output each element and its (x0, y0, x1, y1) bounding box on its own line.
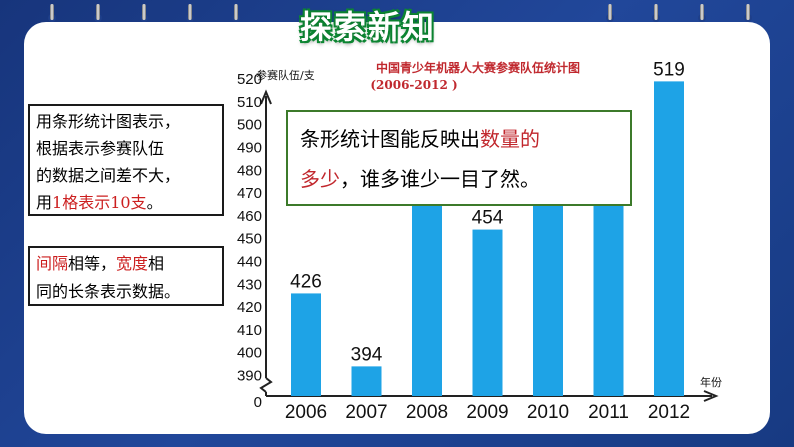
chart-title: 中国青少年机器人大赛参赛队伍统计图 (376, 60, 580, 75)
y-tick-label: 490 (237, 140, 262, 157)
note-line: 根据表示参赛队伍 (36, 139, 165, 158)
content-card (24, 22, 770, 434)
note-text: 用 (36, 193, 53, 212)
x-tick-label: 2006 (285, 402, 327, 423)
note-box-scale: 用条形统计图表示， 根据表示参赛队伍 的数据之间差不大， 用1格表示10支。 (28, 104, 224, 216)
x-tick-label: 2008 (406, 402, 448, 423)
note-line: 的数据之间差不大， (36, 166, 181, 185)
callout-highlight: 多少 (300, 167, 340, 191)
x-tick-label: 2007 (345, 402, 387, 423)
note-text: 相等， (68, 254, 117, 273)
bar-value-label: 394 (351, 344, 383, 365)
y-tick-label: 500 (237, 117, 262, 134)
y-tick-label: 510 (237, 94, 262, 111)
y-tick-label: 440 (237, 254, 262, 271)
note-line: 间隔相等，宽度相 (36, 250, 216, 278)
page-title: 探索新知 (300, 8, 437, 46)
bar (291, 293, 321, 396)
bar (472, 229, 503, 396)
note-box-bars: 间隔相等，宽度相 同的长条表示数据。 (28, 246, 224, 306)
y-tick-label: 400 (237, 345, 262, 362)
binder-ring (230, 4, 242, 26)
callout-text: 条形统计图能反映出 (300, 127, 480, 151)
axis-break (259, 377, 273, 393)
note-text: 。 (146, 193, 163, 212)
x-axis-arrow (703, 390, 719, 402)
binder-ring (92, 4, 104, 26)
bar (412, 197, 442, 396)
note-highlight: 宽度 (116, 254, 149, 273)
callout-highlight: 数量的 (480, 127, 540, 151)
bar (351, 366, 382, 396)
y-tick-label: 390 (237, 368, 262, 385)
note-line: 同的长条表示数据。 (36, 282, 181, 301)
y-tick-label: 430 (237, 276, 262, 293)
binder-ring (696, 4, 708, 26)
binder-ring (650, 4, 662, 26)
binder-ring (604, 4, 616, 26)
bar (654, 81, 684, 396)
x-tick-label: 2009 (466, 402, 508, 423)
note-highlight: 1格表示10支 (52, 193, 147, 212)
binder-ring (46, 4, 58, 26)
callout-line: 多少，谁多谁少一目了然。 (300, 162, 630, 196)
x-tick-label: 2012 (648, 402, 690, 423)
note-line: 用1格表示10支。 (36, 189, 216, 216)
note-line: 用条形统计图表示， (36, 112, 181, 131)
y-tick-label: 0 (254, 394, 262, 411)
note-text: 相 (148, 254, 165, 273)
title-banner: 探索新知 (300, 4, 436, 46)
y-tick-label: 410 (237, 322, 262, 339)
y-tick-label: 480 (237, 162, 262, 179)
y-tick-label: 450 (237, 231, 262, 248)
bar-value-label: 519 (653, 59, 685, 80)
x-tick-label: 2011 (588, 402, 629, 423)
y-axis-label: 参赛队伍/支 (256, 68, 315, 82)
binder-ring (184, 4, 196, 26)
y-tick-label: 520 (237, 71, 262, 88)
y-tick-label: 460 (237, 208, 262, 225)
y-axis-arrow (260, 89, 272, 105)
y-tick-label: 470 (237, 185, 262, 202)
bar-value-label: 454 (472, 208, 504, 229)
binder-ring (742, 4, 754, 26)
note-highlight: 间隔 (36, 254, 69, 273)
bar-value-label: 426 (290, 271, 322, 292)
x-tick-label: 2010 (527, 402, 569, 423)
y-tick-label: 420 (237, 299, 262, 316)
callout-text: ，谁多谁少一目了然。 (340, 167, 540, 191)
chart-subtitle: (2006-2012 ) (370, 78, 457, 92)
binder-ring (138, 4, 150, 26)
callout-line: 条形统计图能反映出数量的 (300, 122, 630, 156)
callout-box: 条形统计图能反映出数量的 多少，谁多谁少一目了然。 (286, 110, 632, 206)
x-axis-label: 年份 (700, 375, 722, 389)
